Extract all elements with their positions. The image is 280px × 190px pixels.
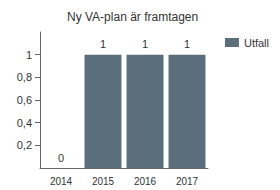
svg-text:0: 0 bbox=[58, 152, 64, 164]
svg-text:1: 1 bbox=[100, 38, 106, 50]
svg-text:1: 1 bbox=[184, 38, 190, 50]
svg-text:0,2: 0,2 bbox=[17, 139, 32, 151]
svg-text:Utfall: Utfall bbox=[244, 37, 269, 49]
svg-text:2016: 2016 bbox=[134, 176, 157, 187]
svg-text:0,8: 0,8 bbox=[17, 71, 32, 83]
svg-text:1: 1 bbox=[26, 49, 32, 61]
svg-text:Ny VA-plan är framtagen: Ny VA-plan är framtagen bbox=[67, 10, 198, 24]
svg-text:2014: 2014 bbox=[50, 176, 73, 187]
svg-text:1: 1 bbox=[142, 38, 148, 50]
svg-text:0,6: 0,6 bbox=[17, 94, 32, 106]
svg-text:0,4: 0,4 bbox=[17, 117, 32, 129]
svg-text:2017: 2017 bbox=[176, 176, 199, 187]
svg-text:2015: 2015 bbox=[92, 176, 115, 187]
